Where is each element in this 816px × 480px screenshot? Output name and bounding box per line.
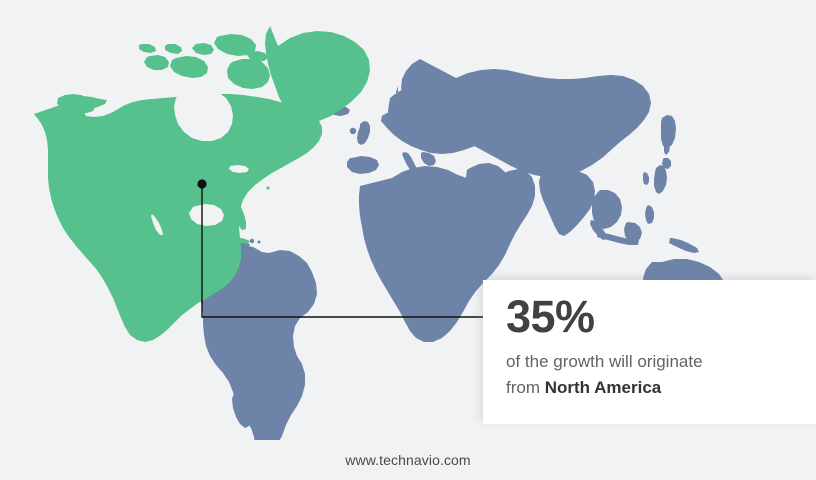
footer: www.technavio.com: [0, 440, 816, 480]
source-url: www.technavio.com: [345, 452, 471, 468]
philippines-shape: [645, 205, 654, 224]
arctic-islet-1-shape: [192, 43, 214, 55]
hispaniola-shape: [249, 238, 255, 244]
great-britain-shape: [357, 121, 370, 145]
alaska-shape: [57, 94, 95, 113]
bermuda-shape: [266, 186, 270, 190]
nova-scotia-shape: [260, 158, 276, 170]
greenland-shape: [265, 26, 370, 123]
ireland-shape: [349, 127, 357, 135]
highlighted-region-north-america: [34, 26, 370, 342]
north-america-mainland-shape: [34, 94, 322, 342]
arctic-islet-4-shape: [247, 51, 268, 62]
falklands-shape: [255, 401, 261, 407]
korea-shape: [643, 172, 649, 185]
norway-coast-shape: [388, 93, 404, 120]
asia-shape: [401, 59, 651, 177]
highlight-card: 35% of the growth will originate from No…: [483, 280, 816, 424]
baffin-island-shape: [227, 59, 270, 89]
puerto-rico-shape: [257, 240, 261, 244]
baja-california-shape: [141, 212, 160, 242]
growth-region-name: North America: [544, 378, 662, 398]
newfoundland-shape: [266, 143, 291, 158]
southeast-asia-shape: [592, 190, 622, 229]
ellesmere-island-shape: [214, 34, 256, 56]
arctic-islet-2-shape: [165, 44, 182, 54]
growth-description: of the growth will originate from North …: [506, 349, 796, 402]
growth-description-prefix: from: [506, 378, 545, 398]
borneo-shape: [624, 222, 642, 242]
hokkaido-shape: [662, 158, 671, 169]
italy-shape: [402, 152, 418, 175]
hudson-bay-shape: [174, 89, 233, 141]
banks-island-shape: [144, 55, 169, 70]
new-guinea-shape: [669, 238, 699, 253]
iberia-shape: [347, 156, 379, 174]
great-lakes-shape: [229, 165, 249, 173]
gulf-of-california-shape: [151, 214, 163, 235]
japan-shape: [654, 165, 667, 194]
india-shape: [539, 164, 595, 236]
growth-description-line1: of the growth will originate: [506, 351, 703, 371]
sakhalin-shape: [664, 140, 670, 155]
arctic-islet-3-shape: [139, 44, 156, 53]
aleutian-finger-2-shape: [57, 122, 80, 131]
patagonia-shape: [232, 392, 250, 428]
aleutian-finger-1-shape: [53, 112, 76, 121]
sumatra-shape: [590, 220, 607, 240]
aleutian-finger-3-shape: [65, 132, 85, 142]
growth-percent-value: 35%: [506, 291, 595, 342]
sri-lanka-shape: [568, 210, 574, 216]
victoria-island-shape: [170, 56, 208, 78]
kamchatka-shape: [661, 115, 676, 148]
balkans-shape: [421, 152, 436, 166]
indonesia-shape: [597, 232, 639, 245]
